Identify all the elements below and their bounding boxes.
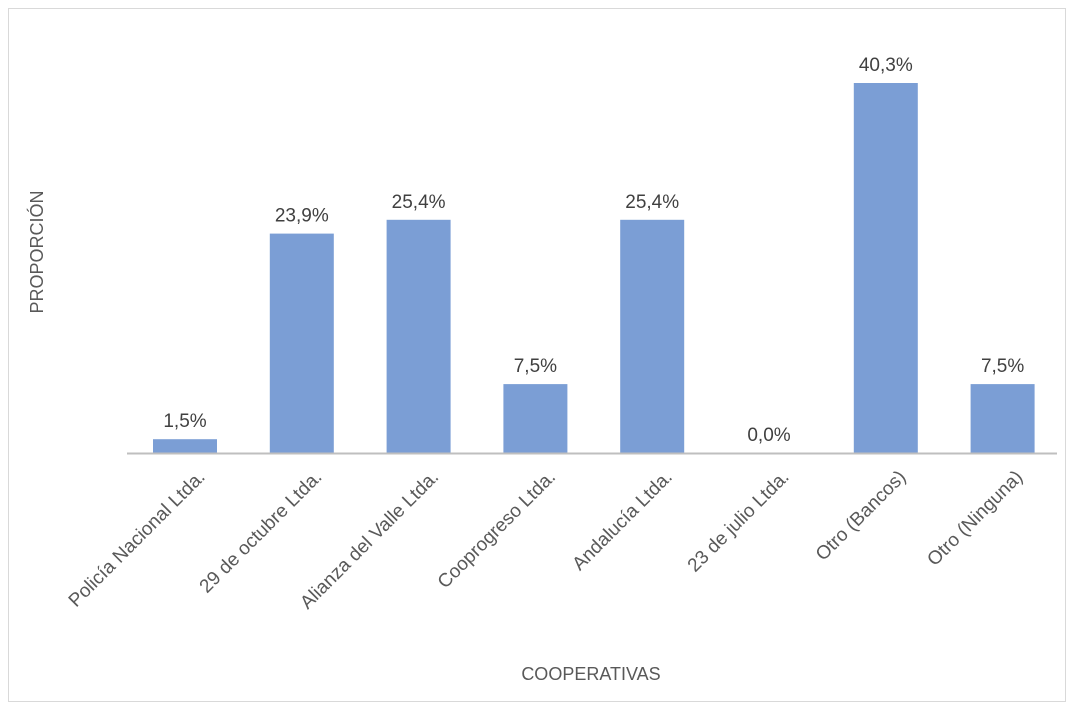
x-tick-labels-layer: Policía Nacional Ltda.29 de octubre Ltda… xyxy=(65,467,1027,614)
data-labels-layer: 1,5% 23,9% 25,4% 7,5% 25,4% 0,0% 40,3% 7,5% xyxy=(163,55,1024,446)
data-label-2: 25,4% xyxy=(392,192,446,213)
data-label-3: 7,5% xyxy=(514,356,557,377)
bar-0 xyxy=(153,439,217,453)
data-label-7: 7,5% xyxy=(981,356,1024,377)
x-tick-label-7: Otro (Ninguna) xyxy=(923,467,1027,571)
data-label-6: 40,3% xyxy=(859,55,913,76)
x-tick-label-3: Cooprogreso Ltda. xyxy=(434,467,560,593)
bar-7 xyxy=(970,384,1035,453)
bar-2 xyxy=(386,219,451,453)
x-tick-label-1: 29 de octubre Ltda. xyxy=(196,467,327,598)
bar-3 xyxy=(503,384,568,453)
data-label-0: 1,5% xyxy=(163,411,206,432)
data-label-5: 0,0% xyxy=(747,425,790,446)
data-label-1: 23,9% xyxy=(275,206,329,227)
bar-6 xyxy=(853,83,918,453)
x-tick-label-5: 23 de julio Ltda. xyxy=(684,467,794,577)
y-axis-title: PROPORCIÓN xyxy=(26,190,47,313)
bar-4 xyxy=(620,219,685,453)
x-tick-label-4: Andalucía Ltda. xyxy=(569,467,677,575)
x-tick-label-0: Policía Nacional Ltda. xyxy=(65,467,210,612)
bar-1 xyxy=(269,233,334,453)
x-tick-label-6: Otro (Bancos) xyxy=(812,467,910,565)
bars-layer xyxy=(153,83,1035,453)
x-axis-title: COOPERATIVAS xyxy=(521,664,660,684)
data-label-4: 25,4% xyxy=(625,192,679,213)
